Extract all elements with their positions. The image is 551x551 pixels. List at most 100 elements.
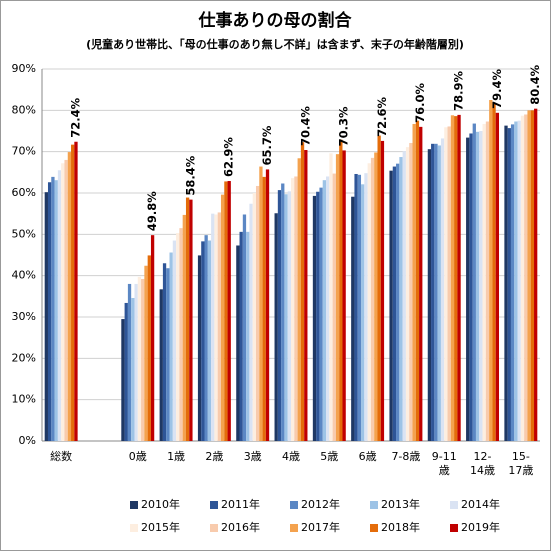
- bar: [137, 276, 142, 441]
- bar: [510, 124, 515, 442]
- bar: [364, 173, 368, 441]
- bar: [316, 191, 320, 441]
- x-tick-label: 2歳: [205, 450, 224, 463]
- bar: [291, 178, 295, 441]
- bar: [201, 241, 205, 441]
- y-tick-label: 0%: [19, 434, 36, 447]
- bar: [374, 152, 378, 441]
- bar: [246, 231, 250, 441]
- bar: [67, 152, 72, 441]
- bar: [71, 144, 75, 441]
- bar: [64, 159, 68, 441]
- y-tick-label: 50%: [12, 227, 36, 240]
- legend-swatch: [210, 524, 218, 532]
- bar: [517, 120, 521, 442]
- bar: [131, 297, 135, 441]
- data-label: 80.4%: [528, 64, 542, 104]
- x-tick-label: 7-8歳: [391, 450, 421, 463]
- bar: [172, 240, 177, 441]
- bar: [319, 187, 323, 441]
- bar: [162, 263, 167, 441]
- bar: [342, 150, 346, 441]
- bar: [405, 147, 410, 441]
- bar: [214, 214, 218, 441]
- legend-swatch: [370, 524, 378, 532]
- y-tick-label: 80%: [12, 103, 36, 116]
- bar: [377, 135, 381, 441]
- bar: [520, 115, 525, 441]
- data-label: 65.7%: [260, 125, 274, 165]
- bar: [437, 145, 441, 441]
- bar: [127, 283, 132, 441]
- data-label: 70.3%: [337, 106, 351, 146]
- data-label: 62.9%: [222, 137, 236, 177]
- bar: [434, 143, 438, 441]
- bar: [469, 133, 473, 442]
- bar: [179, 228, 183, 441]
- legend-swatch: [210, 501, 218, 509]
- chart-subtitle: (児童あり世帯比、「母の仕事のあり無し不詳」は含まず、末子の年齢階層別): [86, 37, 464, 51]
- bar: [204, 235, 208, 441]
- legend-label: 2018年: [381, 520, 420, 534]
- legend-swatch: [290, 501, 298, 509]
- bar: [304, 150, 308, 441]
- bar: [312, 195, 317, 441]
- bar: [166, 268, 170, 441]
- bar: [427, 149, 432, 442]
- bar: [534, 108, 538, 442]
- bar: [415, 120, 420, 442]
- bar: [217, 212, 221, 441]
- bar: [176, 233, 180, 441]
- bar: [185, 197, 190, 441]
- bar: [326, 176, 330, 441]
- bar: [284, 194, 288, 441]
- legend-label: 2012年: [301, 497, 340, 511]
- x-tick-label: 12-14歳: [470, 450, 496, 477]
- bar: [457, 114, 461, 441]
- x-tick-label: 0歳: [128, 450, 147, 463]
- bar: [380, 140, 385, 442]
- data-label: 79.4%: [490, 68, 504, 108]
- bar: [134, 283, 138, 441]
- bar: [399, 157, 403, 442]
- bar: [351, 196, 355, 441]
- legend-swatch: [290, 524, 298, 532]
- bar: [169, 252, 173, 441]
- bar: [402, 151, 406, 441]
- legend-swatch: [450, 501, 458, 509]
- bar: [367, 163, 371, 442]
- bar: [277, 190, 282, 441]
- bar: [495, 112, 500, 442]
- bar: [475, 131, 480, 441]
- bar: [54, 180, 58, 442]
- x-tick-label: 総数: [50, 450, 73, 463]
- legend-label: 2016年: [221, 520, 260, 534]
- bar: [147, 255, 151, 441]
- bar: [207, 240, 212, 441]
- chart-title: 仕事ありの母の割合: [198, 10, 353, 31]
- bar: [242, 214, 247, 441]
- y-tick-label: 10%: [12, 393, 36, 406]
- bar: [479, 131, 483, 441]
- bar: [335, 154, 340, 441]
- bar: [492, 103, 496, 441]
- bar: [361, 184, 365, 441]
- x-tick-label: 6歳: [358, 450, 377, 463]
- bar: [51, 176, 55, 441]
- data-label: 78.9%: [452, 71, 466, 111]
- legend-label: 2011年: [221, 497, 260, 511]
- bar: [444, 127, 448, 441]
- legend-swatch: [370, 501, 378, 509]
- bar: [454, 116, 458, 442]
- bar: [389, 170, 393, 441]
- bar: [227, 181, 231, 441]
- bar: [339, 139, 343, 441]
- data-label: 72.4%: [68, 97, 82, 137]
- bar: [419, 126, 423, 441]
- bar: [224, 181, 228, 441]
- bar: [530, 110, 535, 441]
- data-label: 49.8%: [145, 191, 159, 231]
- x-tick-label: 1歳: [167, 450, 186, 463]
- bar: [262, 176, 266, 441]
